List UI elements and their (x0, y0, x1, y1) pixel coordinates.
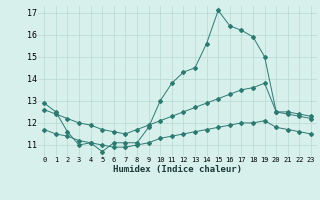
X-axis label: Humidex (Indice chaleur): Humidex (Indice chaleur) (113, 165, 242, 174)
